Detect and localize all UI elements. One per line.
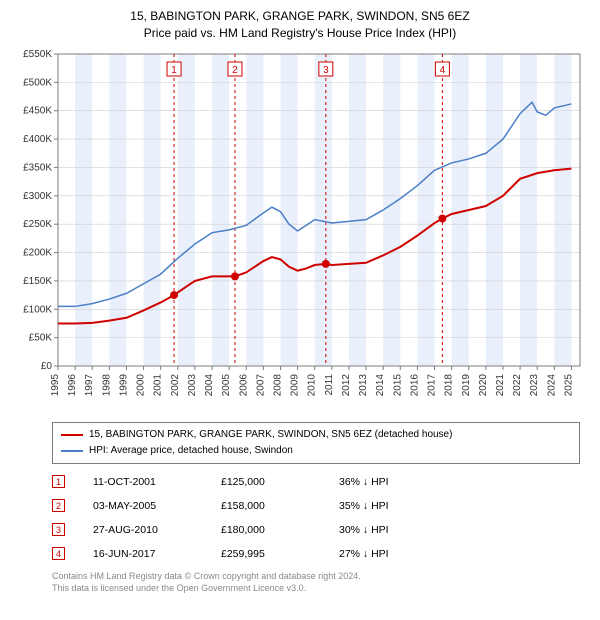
chart-title: 15, BABINGTON PARK, GRANGE PARK, SWINDON… xyxy=(10,8,590,42)
svg-text:2014: 2014 xyxy=(375,373,386,396)
svg-text:2005: 2005 xyxy=(221,373,232,396)
svg-text:2007: 2007 xyxy=(255,373,266,396)
sale-row: 1 11-OCT-2001 £125,000 36% ↓ HPI xyxy=(52,470,580,494)
svg-text:2023: 2023 xyxy=(529,373,540,396)
sale-date: 27-AUG-2010 xyxy=(93,524,193,536)
svg-text:1998: 1998 xyxy=(101,373,112,396)
sale-date: 11-OCT-2001 xyxy=(93,476,193,488)
sale-marker: 4 xyxy=(52,547,65,560)
svg-text:£100K: £100K xyxy=(23,304,52,315)
svg-text:1995: 1995 xyxy=(50,373,61,396)
legend-swatch xyxy=(61,450,83,452)
svg-text:2003: 2003 xyxy=(187,373,198,396)
title-address: 15, BABINGTON PARK, GRANGE PARK, SWINDON… xyxy=(10,8,590,25)
svg-text:2004: 2004 xyxy=(204,373,215,396)
svg-text:2020: 2020 xyxy=(478,373,489,396)
sale-diff: 27% ↓ HPI xyxy=(339,548,429,560)
svg-text:£300K: £300K xyxy=(23,190,52,201)
title-subtitle: Price paid vs. HM Land Registry's House … xyxy=(10,25,590,42)
svg-text:2000: 2000 xyxy=(136,373,147,396)
svg-text:2022: 2022 xyxy=(512,373,523,396)
svg-text:2010: 2010 xyxy=(307,373,318,396)
svg-text:2001: 2001 xyxy=(153,373,164,396)
svg-text:2: 2 xyxy=(232,65,238,76)
svg-text:2025: 2025 xyxy=(563,373,574,396)
sale-date: 03-MAY-2005 xyxy=(93,500,193,512)
svg-text:2012: 2012 xyxy=(341,373,352,396)
svg-text:2016: 2016 xyxy=(409,373,420,396)
sale-price: £259,995 xyxy=(221,548,311,560)
svg-text:2008: 2008 xyxy=(272,373,283,396)
sale-row: 3 27-AUG-2010 £180,000 30% ↓ HPI xyxy=(52,518,580,542)
svg-text:£400K: £400K xyxy=(23,134,52,145)
legend-item: HPI: Average price, detached house, Swin… xyxy=(61,443,571,459)
svg-text:2009: 2009 xyxy=(290,373,301,396)
svg-text:3: 3 xyxy=(323,65,329,76)
svg-text:£500K: £500K xyxy=(23,77,52,88)
sale-diff: 30% ↓ HPI xyxy=(339,524,429,536)
footer-line1: Contains HM Land Registry data © Crown c… xyxy=(52,570,580,582)
footer-line2: This data is licensed under the Open Gov… xyxy=(52,582,580,594)
svg-text:£200K: £200K xyxy=(23,247,52,258)
svg-text:£550K: £550K xyxy=(23,49,52,60)
sale-row: 2 03-MAY-2005 £158,000 35% ↓ HPI xyxy=(52,494,580,518)
svg-text:1999: 1999 xyxy=(118,373,129,396)
svg-text:1997: 1997 xyxy=(84,373,95,396)
svg-text:2021: 2021 xyxy=(495,373,506,396)
svg-text:£150K: £150K xyxy=(23,276,52,287)
sale-diff: 36% ↓ HPI xyxy=(339,476,429,488)
sale-marker: 2 xyxy=(52,499,65,512)
svg-text:2006: 2006 xyxy=(238,373,249,396)
legend-item: 15, BABINGTON PARK, GRANGE PARK, SWINDON… xyxy=(61,427,571,443)
sale-diff: 35% ↓ HPI xyxy=(339,500,429,512)
chart-plot: £0 £50K £100K £150K £200K £250K £300K £350K £400… xyxy=(10,46,590,416)
footer-attribution: Contains HM Land Registry data © Crown c… xyxy=(52,570,580,594)
sale-price: £158,000 xyxy=(221,500,311,512)
legend: 15, BABINGTON PARK, GRANGE PARK, SWINDON… xyxy=(52,422,580,464)
svg-text:2017: 2017 xyxy=(427,373,438,396)
svg-text:2011: 2011 xyxy=(324,373,335,395)
sale-price: £180,000 xyxy=(221,524,311,536)
svg-text:2015: 2015 xyxy=(392,373,403,396)
sale-row: 4 16-JUN-2017 £259,995 27% ↓ HPI xyxy=(52,542,580,566)
legend-swatch xyxy=(61,434,83,436)
sale-marker: 3 xyxy=(52,523,65,536)
legend-label: HPI: Average price, detached house, Swin… xyxy=(89,445,293,456)
svg-text:2019: 2019 xyxy=(461,373,472,396)
svg-text:£0: £0 xyxy=(41,361,53,372)
svg-text:£250K: £250K xyxy=(23,219,52,230)
svg-text:1: 1 xyxy=(171,65,177,76)
svg-text:£50K: £50K xyxy=(29,332,53,343)
svg-text:2024: 2024 xyxy=(546,373,557,396)
svg-text:£350K: £350K xyxy=(23,162,52,173)
chart-container: 15, BABINGTON PARK, GRANGE PARK, SWINDON… xyxy=(0,0,600,604)
svg-text:1996: 1996 xyxy=(67,373,78,396)
sale-marker: 1 xyxy=(52,475,65,488)
svg-text:2013: 2013 xyxy=(358,373,369,396)
svg-text:4: 4 xyxy=(440,65,446,76)
sale-price: £125,000 xyxy=(221,476,311,488)
legend-label: 15, BABINGTON PARK, GRANGE PARK, SWINDON… xyxy=(89,429,452,440)
svg-text:2018: 2018 xyxy=(444,373,455,396)
svg-text:£450K: £450K xyxy=(23,105,52,116)
sale-date: 16-JUN-2017 xyxy=(93,548,193,560)
svg-text:2002: 2002 xyxy=(170,373,181,396)
sales-table: 1 11-OCT-2001 £125,000 36% ↓ HPI 2 03-MAY-200… xyxy=(52,470,580,566)
